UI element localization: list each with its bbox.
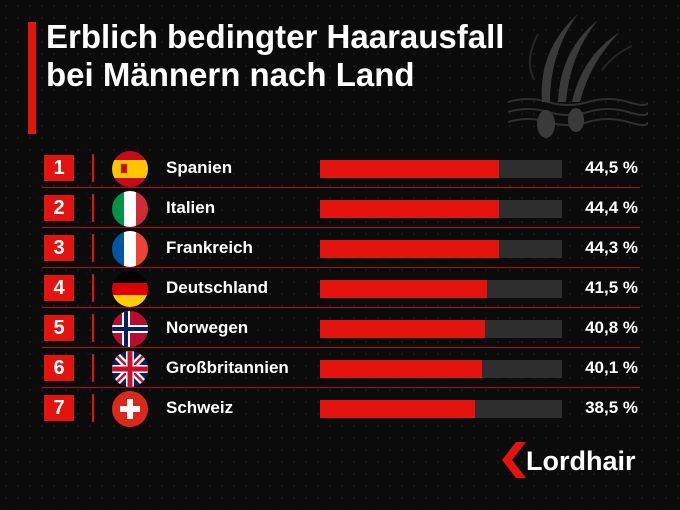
rank-badge: 6 <box>44 355 74 381</box>
bar <box>320 360 482 378</box>
bar <box>320 320 485 338</box>
value-label: 44,5 % <box>585 158 638 177</box>
value-label: 44,3 % <box>585 238 638 257</box>
germany-flag-icon <box>112 271 148 307</box>
bar-track <box>320 240 562 258</box>
bar <box>320 400 475 418</box>
bar-track <box>320 280 562 298</box>
rank-badge: 7 <box>44 395 74 421</box>
value-label: 38,5 % <box>585 398 638 417</box>
country-label: Norwegen <box>166 318 249 337</box>
value-label: 40,8 % <box>585 318 638 337</box>
value-label: 41,5 % <box>585 278 638 297</box>
bar-track <box>320 160 562 178</box>
row-separator <box>92 394 94 422</box>
country-label: Spanien <box>166 158 233 177</box>
row-divider <box>42 347 640 348</box>
ranking-row: 1 Spanien 44,5 % <box>0 148 680 188</box>
row-separator <box>92 354 94 382</box>
title-accent-bar <box>28 22 36 134</box>
row-divider <box>42 267 640 268</box>
rank-badge: 1 <box>44 155 74 181</box>
rank-badge: 3 <box>44 235 74 261</box>
country-label: Deutschland <box>166 278 269 297</box>
ranking-row: 3 Frankreich 44,3 % <box>0 228 680 268</box>
row-divider <box>42 387 640 388</box>
rank-badge: 5 <box>44 315 74 341</box>
page-title: Erblich bedingter Haarausfall bei Männer… <box>46 18 505 93</box>
bar <box>320 280 487 298</box>
rank-badge: 2 <box>44 195 74 221</box>
france-flag-icon <box>112 231 148 267</box>
brand-name: Lordhair <box>526 446 636 476</box>
bar-track <box>320 320 562 338</box>
ranking-row: 7 Schweiz 38,5 % <box>0 388 680 428</box>
bar-track <box>320 400 562 418</box>
country-label: Großbritannien <box>166 358 289 377</box>
row-separator <box>92 194 94 222</box>
bar-track <box>320 200 562 218</box>
country-label: Schweiz <box>166 398 234 417</box>
row-separator <box>92 314 94 342</box>
row-divider <box>42 227 640 228</box>
hair-follicle-illustration <box>507 14 648 138</box>
value-label: 44,4 % <box>585 198 638 217</box>
bar <box>320 160 499 178</box>
row-divider <box>42 307 640 308</box>
switzerland-flag-icon <box>112 391 148 427</box>
ranking-row: 4 Deutschland 41,5 % <box>0 268 680 308</box>
spain-flag-icon <box>112 151 148 187</box>
row-separator <box>92 154 94 182</box>
ranking-row: 2 Italien 44,4 % <box>0 188 680 228</box>
rank-badge: 4 <box>44 275 74 301</box>
row-divider <box>42 187 640 188</box>
norway-flag-icon <box>112 311 148 347</box>
italy-flag-icon <box>112 191 148 227</box>
bar-track <box>320 360 562 378</box>
value-label: 40,1 % <box>585 358 638 377</box>
uk-flag-icon <box>112 351 148 387</box>
row-separator <box>92 234 94 262</box>
bar <box>320 200 499 218</box>
ranking-row: 6 Großbritannien 40,1 % <box>0 348 680 388</box>
country-label: Italien <box>166 198 216 217</box>
row-separator <box>92 274 94 302</box>
lordhair-mark-icon <box>502 442 526 478</box>
ranking-row: 5 Norwegen 40,8 % <box>0 308 680 348</box>
bar <box>320 240 499 258</box>
country-label: Frankreich <box>166 238 253 257</box>
brand-logo: Lordhair <box>502 440 652 480</box>
